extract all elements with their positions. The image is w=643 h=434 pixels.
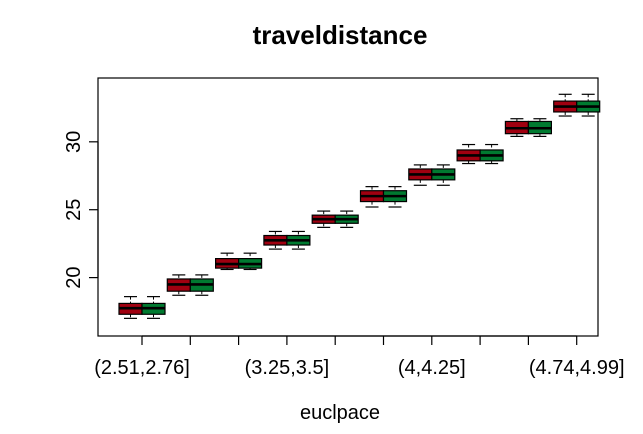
y-axis: 20 25 30 (63, 131, 99, 289)
box-green (576, 93, 601, 117)
box-red (166, 274, 191, 296)
x-tick-label: (4.74,4.99] (529, 357, 625, 379)
box-series (118, 93, 601, 319)
y-tick-label: 25 (63, 199, 85, 221)
box-red (263, 230, 288, 250)
box-red (408, 164, 433, 186)
plot-frame (97, 77, 599, 337)
box-green (479, 143, 504, 165)
chart-title: traveldistance (253, 20, 428, 50)
box-green (334, 210, 359, 228)
box-red (456, 143, 481, 165)
x-axis: (2.51,2.76] (3.25,3.5] (4,4.25] (4.74,4.99] (94, 335, 625, 379)
box-red (359, 186, 385, 208)
box-red (553, 93, 578, 117)
box-green (286, 230, 311, 250)
box-green (189, 274, 214, 296)
y-tick-label: 20 (63, 266, 85, 288)
box-red (215, 252, 240, 271)
box-green (141, 296, 166, 319)
box-red (311, 210, 336, 228)
x-axis-label: euclpace (300, 402, 380, 424)
box-red (118, 296, 143, 319)
y-tick-label: 30 (63, 131, 85, 153)
box-green (431, 164, 456, 186)
x-tick-label: (4,4.25] (398, 357, 466, 379)
x-tick-label: (3.25,3.5] (245, 357, 330, 379)
x-tick-label: (2.51,2.76] (94, 357, 190, 379)
box-red (504, 118, 529, 137)
box-green (238, 252, 263, 271)
box-green (527, 118, 553, 137)
box-green (382, 186, 408, 208)
